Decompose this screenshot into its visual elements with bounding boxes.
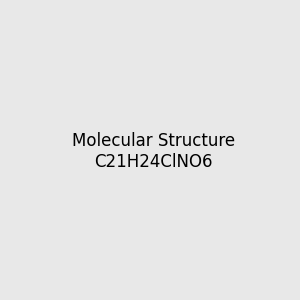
Text: Molecular Structure
C21H24ClNO6: Molecular Structure C21H24ClNO6	[72, 132, 235, 171]
